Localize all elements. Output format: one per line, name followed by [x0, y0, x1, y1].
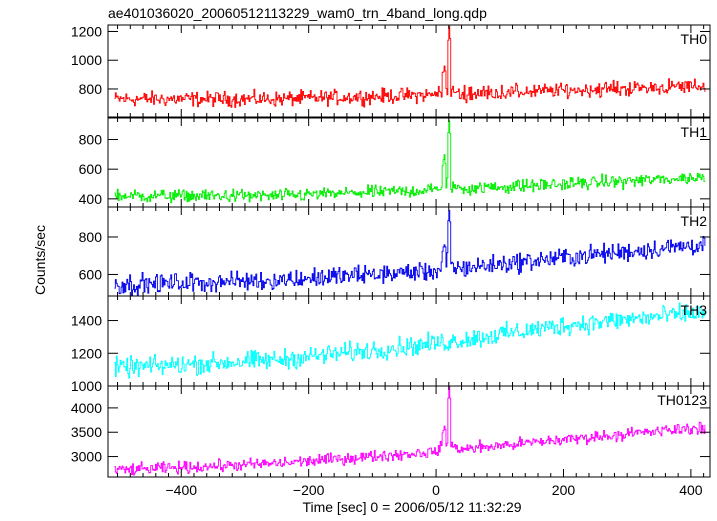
panel-label: TH2 [681, 213, 708, 229]
y-tick-label: 3500 [71, 424, 102, 440]
series-line-th0 [114, 25, 706, 108]
panel-label: TH1 [681, 124, 708, 140]
x-tick-label: 200 [552, 482, 576, 498]
y-tick-label: 4000 [71, 400, 102, 416]
y-tick-label: 1200 [71, 345, 102, 361]
x-tick-label: 400 [679, 482, 703, 498]
panel-th3: 1000 1200 1400 TH3 [71, 295, 711, 394]
y-tick-label: 3000 [71, 449, 102, 465]
y-axis-label: Counts/sec [32, 225, 48, 295]
y-tick-label: 600 [79, 266, 103, 282]
y-tick-label: 800 [79, 229, 103, 245]
panel-th0123: 3000 3500 4000 TH0123 [71, 385, 711, 478]
x-tick-label: 0 [432, 482, 440, 498]
y-tick-label: 1000 [71, 52, 102, 68]
x-axis-label: Time [sec] 0 = 2006/05/12 11:32:29 [302, 499, 521, 515]
series-line-th0123 [114, 386, 706, 476]
y-tick-label: 1400 [71, 313, 102, 329]
y-tick-label: 1200 [71, 23, 102, 39]
y-tick-label: 800 [79, 132, 103, 148]
panel-frame [107, 385, 711, 478]
y-tick-label: 400 [79, 191, 103, 207]
panel-label: TH0 [681, 31, 708, 47]
panel-frame [107, 117, 711, 208]
x-tick-label: −400 [165, 482, 197, 498]
series-line-th3 [114, 302, 706, 379]
panel-th0: 800 1000 1200 TH0 [71, 23, 711, 118]
chart-title: ae401036020_20060512113229_wam0_trn_4ban… [108, 5, 487, 21]
panel-th1: 400 600 800 TH1 [79, 117, 711, 208]
panel-label: TH0123 [657, 392, 707, 408]
series-line-th2 [114, 210, 706, 296]
panel-th2: 600 800 TH2 [79, 206, 711, 297]
series-line-th1 [114, 120, 706, 204]
y-tick-label: 1000 [71, 378, 102, 394]
y-tick-label: 600 [79, 161, 103, 177]
y-tick-label: 800 [79, 81, 103, 97]
panel-frame [107, 24, 711, 118]
panel-label: TH3 [681, 302, 708, 318]
x-tick-label: −200 [293, 482, 325, 498]
